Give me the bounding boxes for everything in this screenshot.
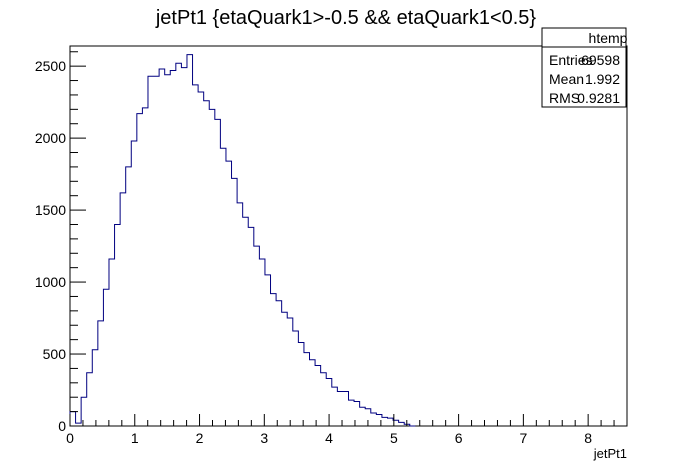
stats-mean-label: Mean <box>549 71 584 87</box>
x-tick-label: 2 <box>196 430 204 446</box>
histogram-bin <box>360 407 366 426</box>
y-tick-label: 1000 <box>35 274 66 290</box>
histogram-bins <box>70 55 410 426</box>
histogram-bin <box>232 178 238 426</box>
x-tick-label: 5 <box>390 430 398 446</box>
y-tick-label: 2000 <box>35 130 66 146</box>
histogram-bin <box>371 413 377 426</box>
plot-frame <box>69 45 628 427</box>
histogram-bin <box>142 108 148 426</box>
histogram-bin <box>137 114 143 426</box>
histogram-bin <box>131 141 137 426</box>
histogram-bin <box>304 353 310 426</box>
histogram-bin <box>187 55 193 426</box>
histogram-bin <box>271 294 277 426</box>
histogram-outline <box>69 54 416 427</box>
x-tick-label: 3 <box>260 430 268 446</box>
x-tick-label: 1 <box>131 430 139 446</box>
histogram-bin <box>181 68 187 426</box>
y-tick-label: 2500 <box>35 58 66 74</box>
histogram-bin <box>243 217 249 426</box>
histogram-bin <box>198 92 204 426</box>
histogram-bin <box>321 373 327 426</box>
histogram-bin <box>399 422 405 426</box>
x-tick-label: 8 <box>584 430 592 446</box>
histogram-bin <box>298 343 304 426</box>
x-tick-label: 0 <box>66 430 74 446</box>
stats-rms-value: 0.9281 <box>577 90 620 106</box>
histogram-bin <box>259 259 265 426</box>
x-tick-label: 7 <box>519 430 527 446</box>
histogram-bin <box>148 76 154 426</box>
histogram-bin <box>170 70 176 426</box>
x-axis: 0 1 2 3 4 5 6 7 8 <box>66 414 628 446</box>
histogram-bin <box>343 391 349 426</box>
histogram-bin <box>92 350 98 426</box>
histogram-bin <box>209 109 215 426</box>
histogram-bin <box>248 227 254 426</box>
histogram-bin <box>154 76 160 426</box>
histogram-bin <box>387 418 393 426</box>
stats-box-name: htemp <box>589 30 628 46</box>
stats-box: htemp Entries 69598 Mean 1.992 RMS 0.928… <box>541 27 628 108</box>
histogram-bin <box>70 412 76 426</box>
y-tick-label: 500 <box>43 346 67 362</box>
y-axis: 0 500 1000 1500 2000 2500 <box>35 51 86 434</box>
x-tick-label: 4 <box>325 430 333 446</box>
histogram-bin <box>204 101 210 426</box>
histogram-bin <box>159 69 165 426</box>
histogram-bin <box>315 366 321 426</box>
histogram-bin <box>126 167 132 426</box>
histogram-bin <box>254 246 260 426</box>
histogram-bin <box>103 289 109 426</box>
histogram-bin <box>215 119 221 426</box>
histogram-bin <box>220 148 226 426</box>
stats-rms-label: RMS <box>549 90 580 106</box>
x-tick-label: 6 <box>455 430 463 446</box>
histogram-bin <box>176 63 182 426</box>
histogram-bin <box>237 203 243 426</box>
stats-entries-label: Entries <box>549 52 593 68</box>
x-axis-label: jetPt1 <box>593 446 627 461</box>
histogram-bin <box>226 161 232 426</box>
histogram-bin <box>332 387 338 426</box>
histogram-bin <box>276 301 282 426</box>
y-tick-label: 0 <box>58 418 66 434</box>
histogram-bin <box>81 397 87 426</box>
histogram-bin <box>98 321 104 426</box>
histogram-bin <box>109 259 115 426</box>
histogram-bin <box>265 275 271 426</box>
histogram-bin <box>115 224 121 426</box>
stats-mean-value: 1.992 <box>585 71 620 87</box>
y-tick-label: 1500 <box>35 202 66 218</box>
histogram-bin <box>120 193 126 426</box>
histogram-bin <box>310 360 316 426</box>
histogram-bin <box>293 331 299 426</box>
histogram-bin <box>87 373 93 426</box>
stats-box-frame <box>541 27 627 108</box>
histogram-bin <box>349 400 355 426</box>
histogram-bin <box>165 75 171 426</box>
chart-title: jetPt1 {etaQuark1>-0.5 && etaQuark1<0.5} <box>155 7 537 29</box>
histogram-bin <box>282 312 288 426</box>
stats-entries-value: 69598 <box>581 52 620 68</box>
histogram-bin <box>287 318 293 426</box>
histogram-bin <box>382 417 388 426</box>
histogram-bin <box>193 85 199 426</box>
